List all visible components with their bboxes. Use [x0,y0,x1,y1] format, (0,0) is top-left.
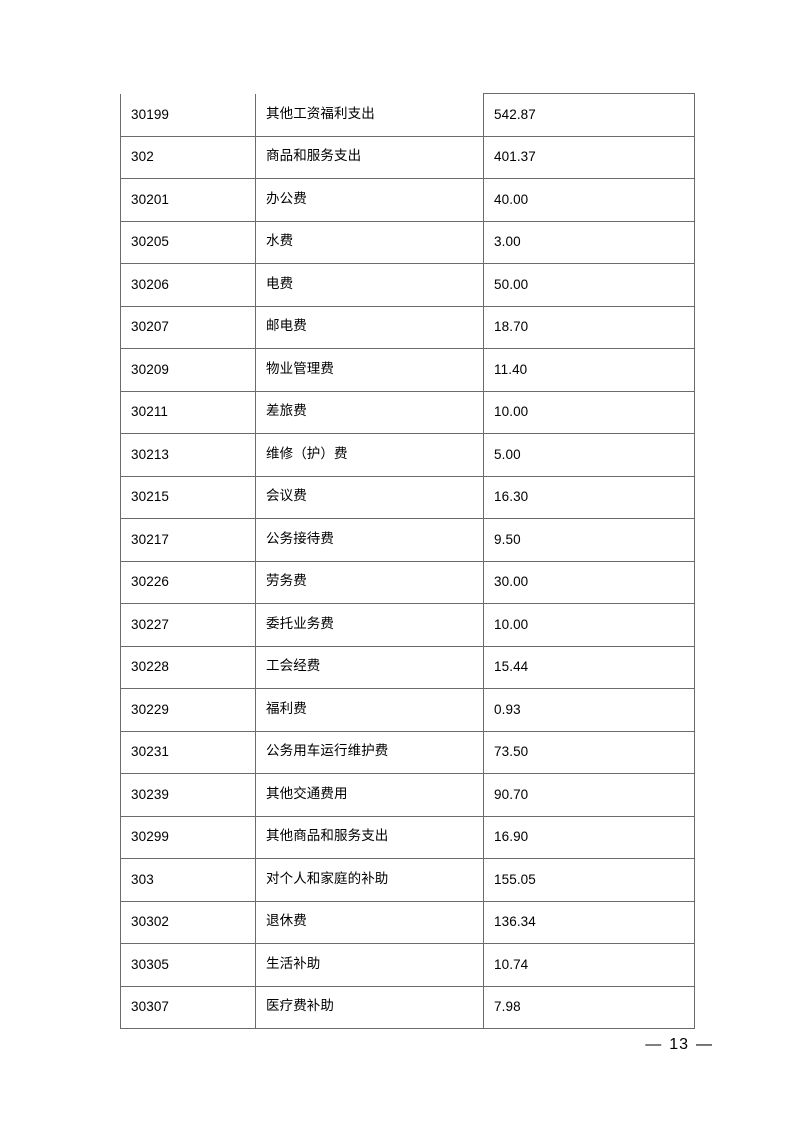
cell-item-name: 商品和服务支出 [255,135,484,179]
cell-budget-code: 30305 [120,943,256,987]
cell-budget-code: 30299 [120,815,256,859]
cell-amount: 30.00 [483,560,695,604]
table-row: 30302 退休费 136.34 [120,900,695,944]
cell-budget-code: 30213 [120,433,256,477]
cell-item-name: 维修（护）费 [255,433,484,477]
cell-item-name: 办公费 [255,178,484,222]
cell-amount: 10.00 [483,390,695,434]
cell-budget-code: 30201 [120,178,256,222]
cell-budget-code: 30209 [120,348,256,392]
cell-budget-code: 30228 [120,645,256,689]
cell-amount: 7.98 [483,985,695,1029]
cell-amount: 50.00 [483,263,695,307]
cell-item-name: 委托业务费 [255,603,484,647]
table-row: 30207 邮电费 18.70 [120,305,695,349]
cell-budget-code: 30229 [120,688,256,732]
table-row: 30229 福利费 0.93 [120,688,695,732]
cell-item-name: 水费 [255,220,484,264]
cell-amount: 40.00 [483,178,695,222]
cell-amount: 10.74 [483,943,695,987]
table-row: 30205 水费 3.00 [120,220,695,264]
cell-item-name: 工会经费 [255,645,484,689]
cell-item-name: 物业管理费 [255,348,484,392]
cell-item-name: 公务用车运行维护费 [255,730,484,774]
cell-item-name: 会议费 [255,475,484,519]
cell-budget-code: 30307 [120,985,256,1029]
cell-amount: 18.70 [483,305,695,349]
cell-budget-code: 30226 [120,560,256,604]
table-body: 30199 其他工资福利支出 542.87 302 商品和服务支出 401.37 30201… [120,93,695,1029]
cell-amount: 73.50 [483,730,695,774]
cell-budget-code: 30206 [120,263,256,307]
cell-budget-code: 303 [120,858,256,902]
cell-amount: 136.34 [483,900,695,944]
cell-item-name: 其他工资福利支出 [255,93,484,137]
table-row: 302 商品和服务支出 401.37 [120,135,695,179]
cell-item-name: 对个人和家庭的补助 [255,858,484,902]
footer-dash-right: — [696,1036,713,1053]
cell-amount: 9.50 [483,518,695,562]
cell-item-name: 差旅费 [255,390,484,434]
table-row: 30305 生活补助 10.74 [120,943,695,987]
cell-budget-code: 30227 [120,603,256,647]
cell-item-name: 退休费 [255,900,484,944]
cell-amount: 15.44 [483,645,695,689]
table-row: 30217 公务接待费 9.50 [120,518,695,562]
table-row: 30228 工会经费 15.44 [120,645,695,689]
footer-dash-left: — [645,1036,663,1053]
cell-amount: 5.00 [483,433,695,477]
table-row: 30307 医疗费补助 7.98 [120,985,695,1029]
cell-budget-code: 30199 [120,93,256,137]
cell-amount: 0.93 [483,688,695,732]
cell-amount: 10.00 [483,603,695,647]
cell-budget-code: 30302 [120,900,256,944]
cell-amount: 542.87 [483,93,695,137]
cell-budget-code: 30205 [120,220,256,264]
cell-amount: 90.70 [483,773,695,817]
cell-amount: 16.30 [483,475,695,519]
cell-amount: 401.37 [483,135,695,179]
table-row: 303 对个人和家庭的补助 155.05 [120,858,695,902]
cell-budget-code: 30215 [120,475,256,519]
cell-amount: 16.90 [483,815,695,859]
cell-budget-code: 30217 [120,518,256,562]
table-row: 30199 其他工资福利支出 542.87 [120,93,695,137]
page-number: 13 [669,1036,689,1053]
cell-budget-code: 30211 [120,390,256,434]
page-footer: — 13 — [0,1036,720,1054]
cell-item-name: 医疗费补助 [255,985,484,1029]
table-row: 30231 公务用车运行维护费 73.50 [120,730,695,774]
cell-item-name: 福利费 [255,688,484,732]
cell-item-name: 其他商品和服务支出 [255,815,484,859]
cell-item-name: 邮电费 [255,305,484,349]
cell-item-name: 生活补助 [255,943,484,987]
table-row: 30239 其他交通费用 90.70 [120,773,695,817]
table-row: 30201 办公费 40.00 [120,178,695,222]
table-row: 30209 物业管理费 11.40 [120,348,695,392]
cell-item-name: 劳务费 [255,560,484,604]
cell-item-name: 其他交通费用 [255,773,484,817]
table-row: 30211 差旅费 10.00 [120,390,695,434]
table-row: 30299 其他商品和服务支出 16.90 [120,815,695,859]
cell-budget-code: 302 [120,135,256,179]
cell-amount: 11.40 [483,348,695,392]
table-row: 30226 劳务费 30.00 [120,560,695,604]
cell-item-name: 电费 [255,263,484,307]
cell-budget-code: 30231 [120,730,256,774]
cell-amount: 3.00 [483,220,695,264]
table-row: 30206 电费 50.00 [120,263,695,307]
cell-budget-code: 30239 [120,773,256,817]
cell-budget-code: 30207 [120,305,256,349]
table-row: 30227 委托业务费 10.00 [120,603,695,647]
cell-amount: 155.05 [483,858,695,902]
budget-detail-table: 30199 其他工资福利支出 542.87 302 商品和服务支出 401.37 30201… [120,93,695,1029]
table-row: 30215 会议费 16.30 [120,475,695,519]
cell-item-name: 公务接待费 [255,518,484,562]
table-row: 30213 维修（护）费 5.00 [120,433,695,477]
